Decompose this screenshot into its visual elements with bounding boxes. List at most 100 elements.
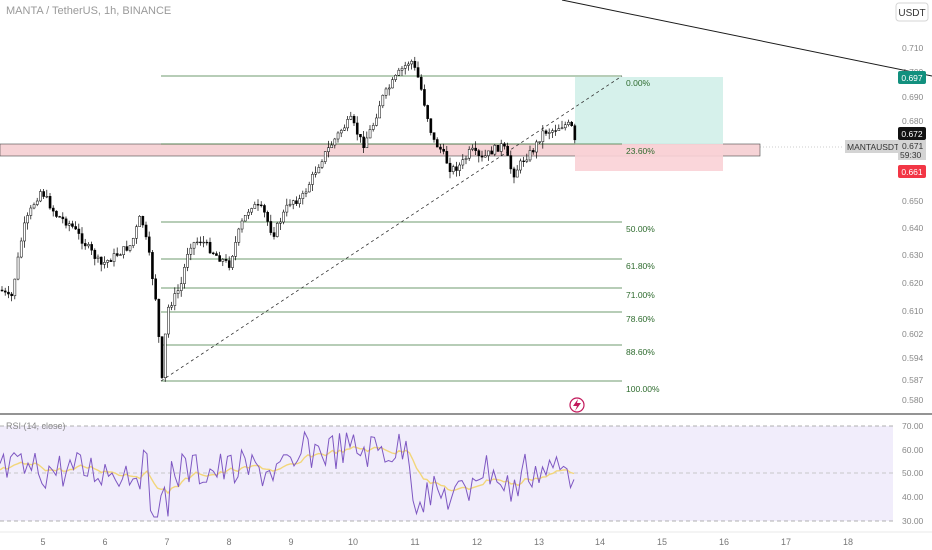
candle-body bbox=[451, 166, 455, 172]
candle-body bbox=[496, 144, 500, 152]
trendline[interactable] bbox=[561, 0, 932, 77]
time-tick: 16 bbox=[719, 537, 729, 547]
candle-body bbox=[29, 207, 33, 216]
candle-body bbox=[7, 291, 10, 295]
candle-body bbox=[119, 254, 122, 256]
candle-body bbox=[42, 191, 45, 197]
candle-body bbox=[77, 228, 81, 234]
time-tick: 12 bbox=[472, 537, 482, 547]
candle-body bbox=[282, 211, 285, 223]
candle-body bbox=[106, 260, 109, 263]
candle-body bbox=[67, 223, 71, 226]
time-tick: 17 bbox=[781, 537, 791, 547]
candle-body bbox=[240, 220, 244, 230]
price-axis[interactable]: 0.710 0.700 0.690 0.680 0.650 0.640 0.63… bbox=[902, 43, 924, 405]
candle-body bbox=[432, 132, 436, 140]
candle-body bbox=[144, 224, 148, 238]
candle-body bbox=[362, 136, 365, 149]
candle-body bbox=[173, 293, 177, 306]
candle-body bbox=[471, 147, 474, 150]
price-tick: 0.602 bbox=[902, 329, 924, 339]
candle-body bbox=[381, 95, 385, 107]
candle-body bbox=[179, 283, 183, 291]
fib-retracement[interactable] bbox=[160, 75, 623, 382]
candle-body bbox=[522, 160, 525, 162]
lightning-icon[interactable] bbox=[569, 397, 585, 413]
candle-body bbox=[503, 143, 506, 147]
candle-body bbox=[327, 147, 330, 152]
candle-body bbox=[138, 216, 141, 227]
time-tick: 15 bbox=[657, 537, 667, 547]
candle-body bbox=[506, 145, 509, 156]
fib-label-0: 0.00% bbox=[626, 78, 651, 88]
time-tick: 10 bbox=[348, 537, 358, 547]
candle-body bbox=[250, 208, 253, 213]
candle-body bbox=[573, 125, 577, 141]
candle-body bbox=[61, 216, 65, 220]
candle-body bbox=[365, 137, 369, 149]
candle-body bbox=[384, 88, 388, 96]
candle-body bbox=[208, 241, 212, 254]
candle-body bbox=[90, 244, 93, 251]
loss-zone[interactable] bbox=[575, 144, 723, 171]
candle-body bbox=[567, 121, 570, 126]
candle-body bbox=[333, 138, 337, 146]
candle-body bbox=[39, 191, 42, 202]
candle-body bbox=[157, 298, 161, 337]
candle-body bbox=[394, 75, 397, 80]
candle-body bbox=[109, 260, 113, 262]
candle-body bbox=[291, 200, 295, 205]
candle-body bbox=[122, 246, 125, 255]
candle-body bbox=[80, 233, 84, 244]
candle-body bbox=[35, 200, 39, 205]
rsi-axis[interactable]: 70.00 60.00 50.00 40.00 30.00 bbox=[902, 421, 924, 526]
candle-body bbox=[416, 67, 420, 78]
candle-body bbox=[311, 174, 314, 185]
price-tick: 0.680 bbox=[902, 116, 924, 126]
candle-body bbox=[563, 124, 567, 129]
candle-body bbox=[423, 89, 426, 106]
candle-body bbox=[10, 293, 13, 297]
candle-body bbox=[519, 160, 522, 171]
price-tick: 0.640 bbox=[902, 223, 924, 233]
candle-body bbox=[48, 196, 52, 209]
candle-body bbox=[320, 161, 324, 168]
candle-body bbox=[199, 241, 202, 244]
candle-body bbox=[189, 247, 193, 255]
rsi-tick: 70.00 bbox=[902, 421, 924, 431]
fib-diagonal bbox=[160, 75, 623, 382]
currency-button[interactable]: USDT bbox=[895, 2, 929, 22]
candle-body bbox=[480, 155, 484, 158]
candle-body bbox=[218, 255, 221, 262]
candle-body bbox=[570, 121, 573, 126]
rsi-pane[interactable]: RSI (14, close) bbox=[0, 421, 893, 522]
candle-body bbox=[304, 191, 308, 194]
candle-body bbox=[263, 205, 266, 213]
price-tick: 0.580 bbox=[902, 395, 924, 405]
candle-body bbox=[115, 253, 119, 256]
candle-body bbox=[266, 212, 269, 222]
candle-body bbox=[45, 196, 49, 198]
candle-body bbox=[515, 169, 519, 178]
candle-body bbox=[135, 226, 138, 239]
rsi-tick: 30.00 bbox=[902, 516, 924, 526]
candle-body bbox=[528, 150, 532, 161]
price-tick: 0.630 bbox=[902, 250, 924, 260]
candle-body bbox=[64, 218, 68, 226]
time-axis[interactable]: 5 6 7 8 9 10 11 12 13 14 15 16 17 18 bbox=[40, 537, 853, 547]
candle-body bbox=[387, 87, 391, 90]
time-tick: 8 bbox=[226, 537, 231, 547]
candle-body bbox=[352, 115, 356, 124]
candle-body bbox=[51, 207, 55, 212]
candle-body bbox=[71, 223, 74, 227]
profit-zone[interactable] bbox=[575, 77, 723, 144]
symbol-price-label: MANTAUSDT bbox=[845, 140, 899, 153]
candle-body bbox=[445, 151, 449, 164]
rsi-ma-line bbox=[0, 445, 575, 495]
candle-body bbox=[19, 240, 23, 258]
candle-body bbox=[400, 68, 404, 71]
price-tick: 0.620 bbox=[902, 278, 924, 288]
candle-body bbox=[355, 122, 359, 135]
candle-body bbox=[538, 141, 541, 143]
